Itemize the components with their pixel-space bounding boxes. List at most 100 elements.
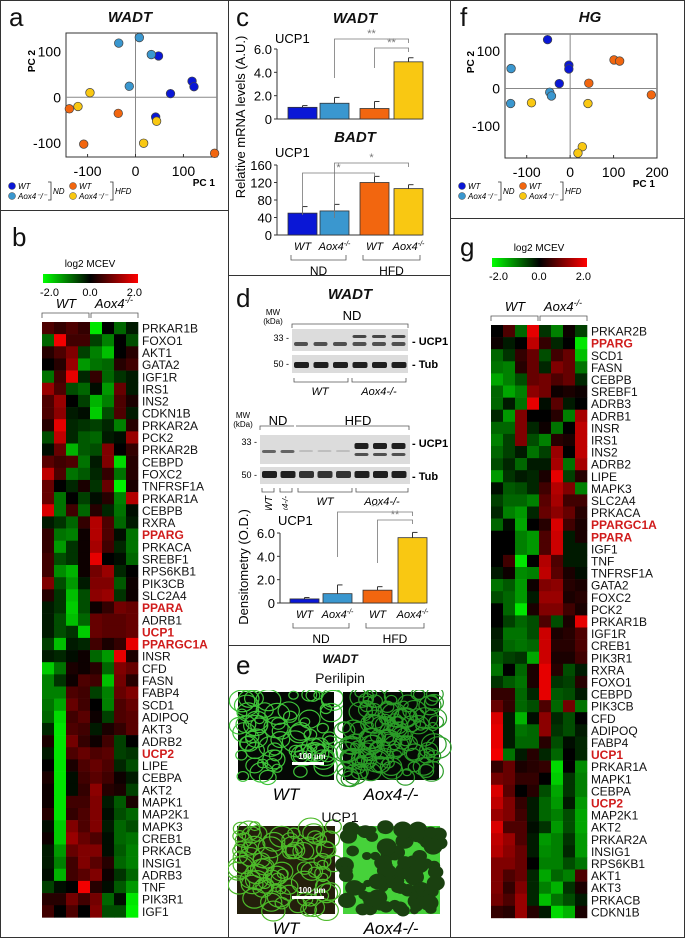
bar	[287, 212, 318, 236]
svg-text:PC 1: PC 1	[633, 179, 656, 190]
svg-text:6.0: 6.0	[254, 42, 272, 57]
gene-label: PPARA	[591, 530, 632, 544]
gene-label: CFD	[142, 662, 167, 676]
gene-label: ADRB3	[142, 868, 182, 882]
gene-label: PRKAR2B	[142, 443, 198, 457]
blot-strip	[292, 355, 408, 373]
scale-bar	[292, 896, 324, 899]
svg-text:40: 40	[258, 211, 272, 226]
svg-text:WT: WT	[505, 299, 526, 314]
svg-text:HFD: HFD	[383, 632, 408, 645]
scale-bar	[292, 762, 324, 765]
data-point	[189, 82, 199, 92]
heatmap-hg: log2 MCEV-2.0 0.0 2.0WT Aox4-/-PRKAR2BPPARG…	[489, 243, 657, 919]
gene-label: CEBPB	[142, 504, 183, 518]
gene-label: PRKACA	[591, 506, 640, 520]
gene-label: IGF1	[591, 542, 618, 556]
panel-label-e: e	[236, 650, 251, 680]
gene-label: PRKACB	[142, 844, 191, 858]
svg-text:- UCP1: - UCP1	[412, 438, 448, 450]
svg-text:Aox4-/-: Aox4-/-	[396, 609, 429, 621]
svg-text:4.0: 4.0	[257, 549, 275, 564]
svg-text:ND: ND	[503, 187, 515, 196]
gene-label: PPARGC1A	[591, 518, 657, 532]
data-point	[554, 78, 564, 89]
gene-label: ADIPOQ	[142, 710, 189, 724]
svg-text:Aox4-/-: Aox4-/-	[543, 298, 582, 314]
svg-text:2.0: 2.0	[576, 271, 591, 283]
svg-text:33 -: 33 -	[241, 437, 257, 447]
gene-label: ADRB3	[591, 397, 631, 411]
bar	[322, 593, 353, 604]
gene-label: PPARA	[142, 601, 183, 615]
gene-label: CREB1	[591, 639, 631, 653]
gene-label: PCK2	[591, 603, 623, 617]
data-point	[113, 108, 123, 119]
svg-text:Aox4⁻/⁻: Aox4⁻/⁻	[467, 192, 498, 201]
gene-label: MAPK3	[591, 482, 632, 496]
svg-text:Aox4⁻/⁻: Aox4⁻/⁻	[528, 192, 559, 201]
gene-label: LIPE	[142, 759, 168, 773]
gene-label: AKT3	[591, 881, 621, 895]
gene-label: MAPK3	[142, 820, 183, 834]
svg-text:HFD: HFD	[345, 413, 372, 428]
svg-text:2.0: 2.0	[257, 573, 275, 588]
bar	[393, 188, 424, 236]
gene-label: CDKN1B	[142, 407, 191, 421]
gene-label: UCP1	[142, 625, 174, 639]
gene-label: SREBF1	[591, 385, 638, 399]
gene-label: FABP4	[591, 736, 629, 750]
svg-text:(kDa): (kDa)	[263, 317, 283, 326]
gene-label: CEBPA	[591, 784, 631, 798]
data-point	[73, 101, 83, 112]
gene-label: SREBF1	[142, 553, 189, 567]
svg-text:*: *	[336, 162, 341, 174]
data-point	[85, 88, 95, 98]
svg-text:WT: WT	[273, 785, 301, 804]
svg-text:-100: -100	[513, 164, 541, 180]
svg-text:100: 100	[172, 163, 196, 179]
bar	[289, 598, 320, 604]
svg-text:WT: WT	[79, 182, 93, 191]
svg-text:2.0: 2.0	[127, 287, 142, 299]
gene-label: INS2	[591, 446, 618, 460]
gene-label: FOXC2	[142, 467, 182, 481]
gene-label: PIK3CB	[142, 577, 185, 591]
gene-label: IGF1	[142, 905, 169, 919]
svg-text:- Tub: - Tub	[412, 359, 438, 371]
svg-text:Aox4-/-: Aox4-/-	[363, 919, 419, 938]
data-point	[146, 49, 156, 60]
panel-label-f: f	[460, 2, 468, 32]
gene-label: PPARGC1A	[142, 638, 208, 652]
data-point	[114, 38, 124, 48]
svg-text:UCP1: UCP1	[275, 145, 310, 160]
svg-text:WT: WT	[529, 182, 543, 191]
svg-text:Aox4⁻/⁻: Aox4⁻/⁻	[17, 192, 48, 201]
svg-text:HFD: HFD	[565, 187, 582, 196]
svg-text:Aox4-/-: Aox4-/-	[321, 609, 354, 621]
bar	[362, 589, 393, 604]
svg-text:50 -: 50 -	[273, 359, 289, 369]
gene-label: AKT1	[591, 869, 621, 883]
svg-text:Aox4-/-: Aox4-/-	[318, 241, 351, 253]
svg-text:MW: MW	[266, 308, 281, 317]
gene-label: AKT1	[142, 346, 172, 360]
svg-text:Aox4-/-: Aox4-/-	[363, 496, 400, 508]
svg-text:HFD: HFD	[115, 187, 132, 196]
svg-text:Aox4-/-: Aox4-/-	[363, 785, 419, 804]
data-point	[209, 148, 220, 158]
svg-text:log2 MCEV: log2 MCEV	[65, 259, 116, 270]
microscopy-images: 100 µm 100 µm WT Aox4-/- WT Aox4-/-	[228, 690, 452, 938]
svg-text:Aox4⁻/⁻: Aox4⁻/⁻	[78, 192, 109, 201]
gene-label: PCK2	[142, 431, 174, 445]
gene-label: MAP2K1	[142, 808, 190, 822]
bar	[287, 106, 318, 120]
gene-label: IRS1	[142, 382, 169, 396]
gene-label: MAPK1	[142, 796, 183, 810]
gene-label: INSIG1	[142, 856, 182, 870]
svg-text:0.0: 0.0	[531, 271, 546, 283]
svg-text:33 -: 33 -	[273, 333, 289, 343]
gene-label: IRS1	[591, 434, 618, 448]
